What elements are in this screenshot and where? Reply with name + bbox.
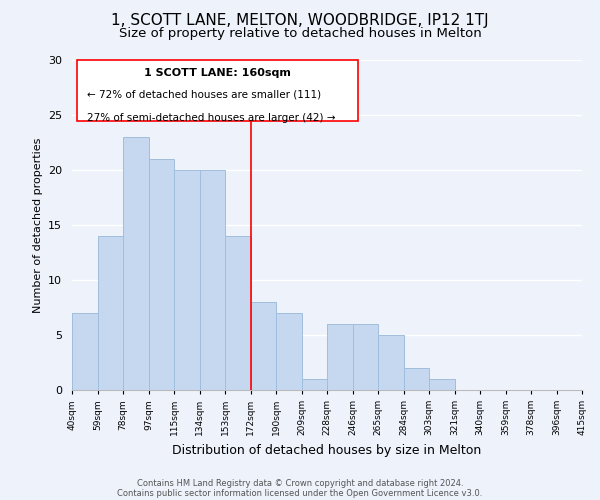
Bar [174,170,199,390]
Bar [97,236,123,390]
Bar [276,313,302,390]
FancyBboxPatch shape [77,60,358,121]
Bar [199,170,225,390]
Bar [429,379,455,390]
Text: Size of property relative to detached houses in Melton: Size of property relative to detached ho… [119,28,481,40]
Bar [149,159,174,390]
Text: 1 SCOTT LANE: 160sqm: 1 SCOTT LANE: 160sqm [144,68,291,78]
Text: 27% of semi-detached houses are larger (42) →: 27% of semi-detached houses are larger (… [88,113,336,123]
Bar [404,368,429,390]
Text: Contains HM Land Registry data © Crown copyright and database right 2024.: Contains HM Land Registry data © Crown c… [137,478,463,488]
X-axis label: Distribution of detached houses by size in Melton: Distribution of detached houses by size … [172,444,482,456]
Bar [327,324,353,390]
Bar [123,137,149,390]
Bar [251,302,276,390]
Y-axis label: Number of detached properties: Number of detached properties [32,138,43,312]
Text: 1, SCOTT LANE, MELTON, WOODBRIDGE, IP12 1TJ: 1, SCOTT LANE, MELTON, WOODBRIDGE, IP12 … [111,12,489,28]
Bar [72,313,97,390]
Text: ← 72% of detached houses are smaller (111): ← 72% of detached houses are smaller (11… [88,90,322,100]
Text: Contains public sector information licensed under the Open Government Licence v3: Contains public sector information licen… [118,488,482,498]
Bar [378,335,404,390]
Bar [225,236,251,390]
Bar [302,379,327,390]
Bar [353,324,378,390]
